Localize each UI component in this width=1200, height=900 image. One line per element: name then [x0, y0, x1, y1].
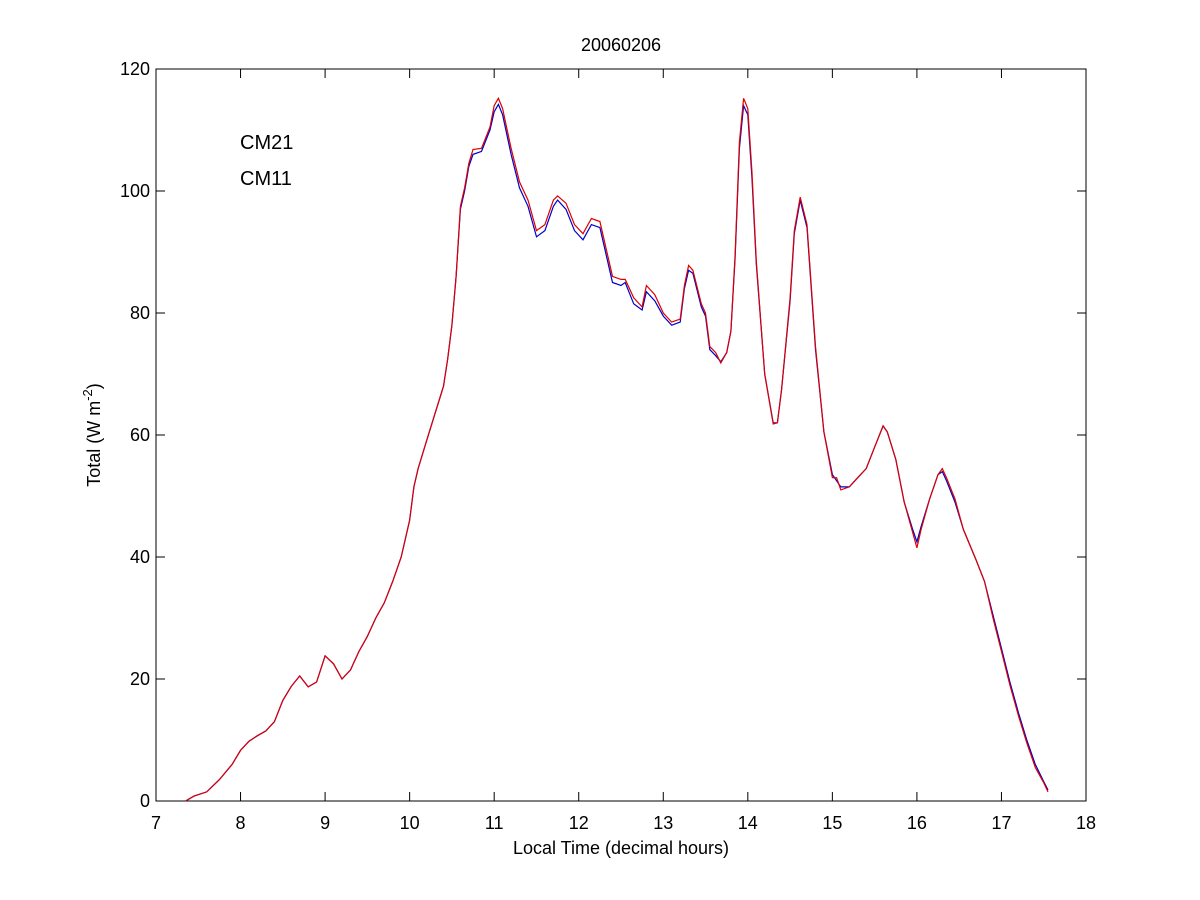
y-axis-title-close: )	[84, 383, 104, 389]
y-tick-label: 100	[120, 181, 150, 201]
x-tick-label: 8	[236, 813, 246, 833]
x-tick-label: 10	[400, 813, 420, 833]
x-tick-label: 11	[485, 813, 504, 833]
y-tick-label: 40	[130, 547, 150, 567]
x-tick-label: 15	[822, 813, 842, 833]
x-tick-label: 18	[1076, 813, 1096, 833]
x-tick-label: 13	[653, 813, 673, 833]
y-axis-title-main: Total (W m	[84, 401, 104, 487]
x-tick-label: 9	[320, 813, 330, 833]
x-tick-label: 14	[738, 813, 758, 833]
x-axis-title: Local Time (decimal hours)	[513, 838, 729, 858]
y-tick-label: 20	[130, 669, 150, 689]
chart-title: 20060206	[581, 35, 661, 55]
series-line-cm11	[185, 96, 1049, 802]
legend-label-cm11: CM11	[240, 168, 292, 190]
x-tick-label: 16	[907, 813, 927, 833]
x-tick-label: 12	[569, 813, 589, 833]
series-layer	[185, 96, 1049, 802]
y-tick-label: 60	[130, 425, 150, 445]
plot-area	[155, 68, 1087, 802]
y-tick-label: 0	[140, 791, 150, 811]
legend-label-cm21: CM21	[240, 132, 293, 154]
y-tick-label: 80	[130, 303, 150, 323]
tick-layer: 7 8 9 10 11 12 13 14 15 16 17 18 0 20 40 60 80 100 120	[120, 59, 1096, 833]
y-tick-label: 120	[120, 59, 150, 79]
y-axis-title: Total (W m-2)	[80, 383, 104, 487]
x-tick-label: 17	[991, 813, 1011, 833]
x-tick-label: 7	[151, 813, 161, 833]
y-axis-title-superscript: -2	[80, 389, 95, 401]
